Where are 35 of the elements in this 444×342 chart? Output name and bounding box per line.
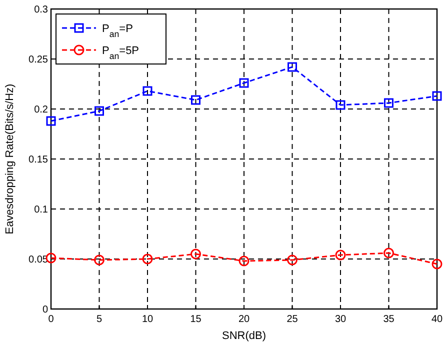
x-tick-label: 20	[238, 314, 250, 325]
x-tick-label: 10	[142, 314, 154, 325]
x-tick-label: 15	[190, 314, 202, 325]
y-tick-label: 0.1	[34, 204, 48, 216]
point	[142, 86, 152, 96]
point	[94, 106, 104, 116]
point	[432, 258, 442, 270]
y-tick-label: 0.3	[34, 4, 48, 16]
x-tick-label: 30	[334, 314, 346, 325]
point	[239, 78, 249, 88]
x-tick-label: 5	[96, 314, 102, 325]
point	[384, 248, 394, 258]
point	[46, 116, 56, 126]
point	[432, 91, 442, 101]
y-tick-label: 0.2	[34, 104, 48, 116]
y-tick-label: 0	[42, 304, 48, 316]
x-tick-label: 40	[431, 314, 443, 325]
x-tick-label: 35	[383, 314, 395, 325]
point	[191, 95, 200, 105]
y-tick-label: 0.25	[28, 54, 48, 66]
legend-label: P$_{an}$=P	[102, 23, 133, 39]
point	[288, 62, 297, 72]
point	[94, 254, 104, 266]
x-tick-label: 25	[286, 314, 298, 325]
point	[335, 250, 346, 260]
x-axis-title: SNR(dB)	[222, 330, 266, 342]
point	[336, 100, 346, 110]
y-tick-label: 0.15	[28, 154, 48, 166]
point	[190, 248, 201, 260]
point	[384, 98, 394, 108]
legend-label: P$_{an}$=5P	[102, 45, 140, 61]
point	[287, 254, 298, 266]
y-axis-title: Eavesdropping Rate(Bits/s/Hz)	[4, 84, 16, 234]
point	[142, 254, 153, 264]
point	[238, 256, 250, 266]
